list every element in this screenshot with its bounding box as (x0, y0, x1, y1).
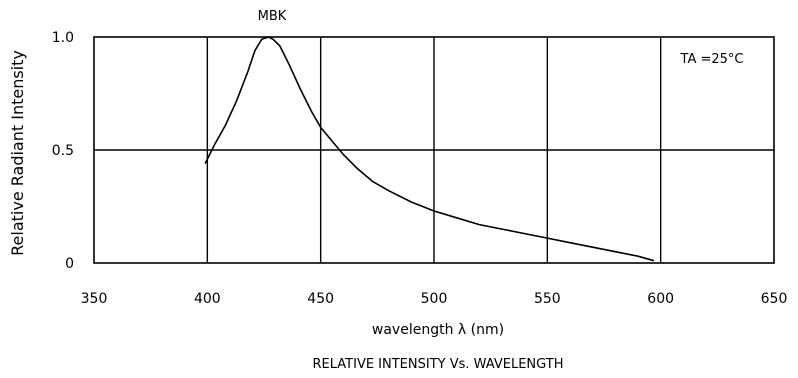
x-tick-label: 600 (647, 291, 674, 307)
y-tick-label: 1.0 (52, 30, 74, 46)
x-tick-label: 550 (534, 291, 561, 307)
curve-label: MBK (258, 9, 287, 24)
grid-lines (94, 37, 774, 263)
y-tick-labels: 0 0.5 1.0 (52, 30, 74, 272)
x-tick-label: 650 (761, 291, 788, 307)
y-tick-label: 0 (65, 256, 74, 272)
y-tick-label: 0.5 (52, 143, 74, 159)
x-tick-label: 350 (81, 291, 108, 307)
x-tick-label: 450 (307, 291, 334, 307)
y-axis-label: Relative Radiant Intensity (8, 50, 27, 256)
intensity-curve (204, 36, 655, 262)
x-tick-label: 400 (194, 291, 221, 307)
x-axis-label: wavelength λ (nm) (372, 322, 504, 338)
x-tick-labels: 350 400 450 500 550 600 650 (81, 291, 788, 307)
x-tick-label: 500 (421, 291, 448, 307)
plot-frame (93, 36, 775, 264)
chart-title: RELATIVE INTENSITY Vs. WAVELENGTH (313, 357, 564, 372)
temperature-condition: TA =25°C (680, 52, 744, 67)
